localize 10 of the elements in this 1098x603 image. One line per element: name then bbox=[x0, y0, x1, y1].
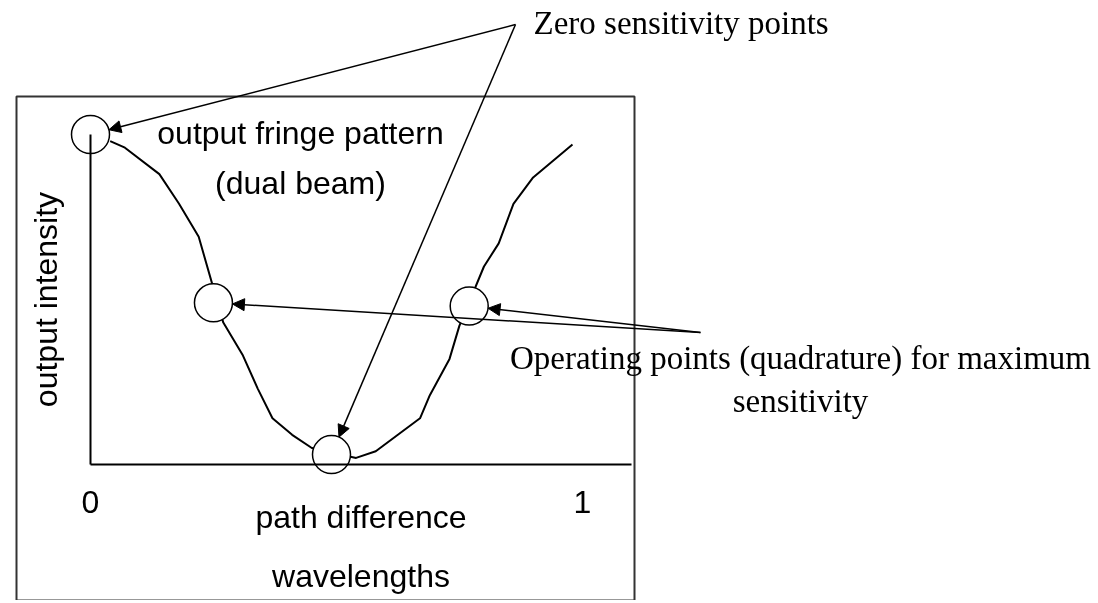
point bbox=[449, 286, 489, 326]
x-tick-label: 0 bbox=[81, 483, 100, 520]
x-tick-label: 1 bbox=[573, 483, 592, 520]
point bbox=[70, 114, 111, 155]
annotation: output fringe pattern (dual beam) bbox=[157, 114, 444, 201]
text: Zero sensitivity points bbox=[533, 4, 829, 41]
x-axis-title: path difference wavelengths bbox=[255, 498, 467, 594]
point bbox=[193, 283, 234, 323]
y-axis-title: output intensity bbox=[27, 191, 64, 408]
point bbox=[311, 434, 352, 475]
